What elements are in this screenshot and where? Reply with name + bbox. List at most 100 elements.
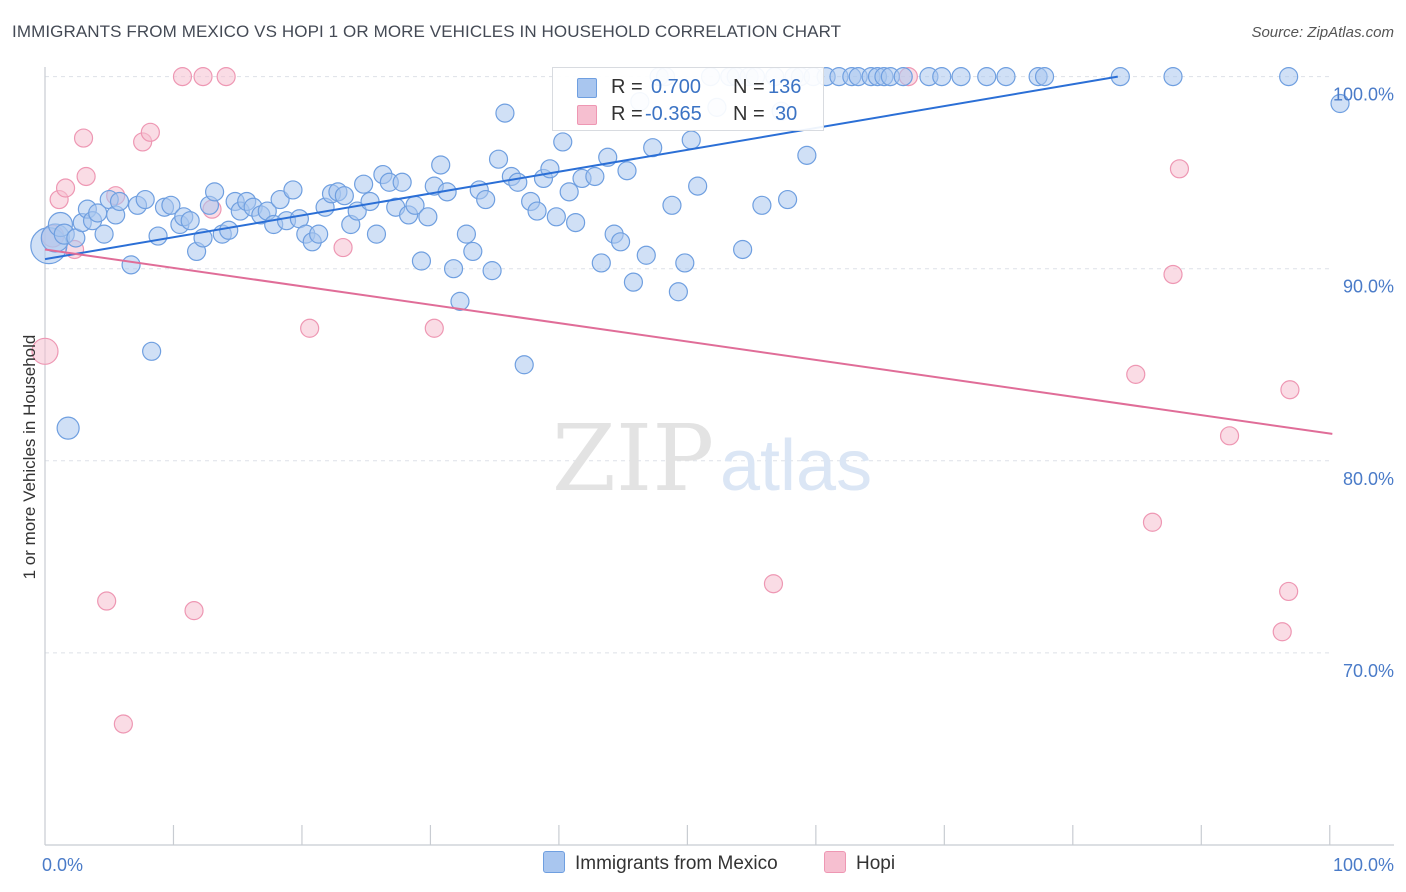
mexico-point	[514, 355, 534, 375]
mexico-point	[180, 211, 200, 231]
mexico-point	[675, 253, 695, 273]
mexico-point	[482, 261, 502, 281]
hopi-point	[1280, 380, 1300, 400]
legend-n-label: N =	[733, 103, 765, 125]
mexico-point	[283, 180, 303, 200]
hopi-point	[1272, 622, 1292, 642]
mexico-point	[668, 282, 688, 302]
legend-r-label: R =	[611, 103, 643, 125]
mexico-point	[121, 255, 141, 275]
mexico-point	[392, 172, 412, 192]
legend-n-value: 30	[775, 103, 798, 125]
legend-swatch-hopi	[577, 105, 597, 125]
axes	[44, 67, 1394, 846]
mexico-point	[366, 224, 387, 244]
mexico-point	[932, 67, 952, 87]
hopi-point	[172, 67, 193, 87]
mexico-point	[1330, 93, 1350, 114]
legend-r-value: 0.700	[651, 76, 702, 98]
mexico-point	[270, 189, 290, 210]
legend-n-value: 136	[768, 76, 802, 98]
stats-legend: R = 0.700 N = 136 R = -0.365 N = 30	[552, 67, 824, 131]
mexico-point	[1279, 67, 1299, 87]
legend-item-hopi: Hopi	[824, 851, 895, 875]
chart-title: IMMIGRANTS FROM MEXICO VS HOPI 1 OR MORE…	[12, 22, 842, 41]
hopi-point	[1163, 264, 1183, 285]
hopi-point	[140, 122, 160, 142]
hopi-point	[333, 237, 353, 258]
y-tick-label: 70.0%	[1343, 661, 1394, 681]
mexico-point	[411, 251, 432, 271]
mexico-point	[681, 130, 701, 150]
hopi-point	[1169, 159, 1190, 179]
hopi-point	[76, 166, 96, 187]
mexico-point	[591, 253, 611, 273]
hopi-point	[55, 178, 76, 198]
mexico-point	[752, 195, 772, 215]
mexico-point	[354, 174, 374, 194]
y-tick-label: 90.0%	[1343, 277, 1394, 297]
mexico-point	[527, 201, 547, 221]
mexico-point	[662, 195, 682, 215]
mexico-point	[443, 259, 464, 279]
legend-row-mexico: R = 0.700 N = 136	[553, 73, 823, 101]
legend-n-label: N =	[733, 76, 765, 98]
hopi-point	[424, 318, 444, 338]
hopi-point	[193, 67, 213, 87]
hopi-point	[1126, 364, 1146, 384]
mexico-point	[688, 176, 708, 196]
mexico-point	[797, 145, 817, 165]
hopi-point	[97, 591, 117, 611]
y-tick-labels: 100.0% 90.0% 80.0% 70.0%	[1333, 85, 1394, 681]
mexico-point	[309, 224, 329, 244]
mexico-point	[456, 224, 477, 244]
hopi-point	[300, 318, 320, 338]
y-tick-label: 100.0%	[1333, 85, 1394, 105]
mexico-point	[585, 166, 605, 187]
mexico-point	[431, 155, 451, 175]
mexico-point	[546, 207, 566, 227]
mexico-point	[450, 291, 470, 311]
mexico-point	[1163, 67, 1183, 87]
hopi-point	[1142, 512, 1163, 532]
watermark-zip: ZIP	[552, 405, 714, 512]
trendlines	[44, 75, 1333, 435]
hopi-point	[184, 601, 204, 621]
mexico-point	[463, 241, 483, 262]
mexico-point	[1034, 67, 1055, 87]
legend-label-mexico: Immigrants from Mexico	[575, 853, 778, 874]
mexico-point	[636, 245, 656, 265]
hopi-point	[1279, 581, 1299, 602]
mexico-point	[733, 239, 753, 260]
y-axis-title: 1 or more Vehicles in Household	[20, 335, 39, 580]
mexico-trendline	[44, 75, 1118, 261]
mexico-point	[893, 67, 913, 87]
mexico-point	[360, 191, 380, 212]
legend-item-mexico: Immigrants from Mexico	[543, 851, 778, 875]
mexico-point	[109, 191, 130, 212]
mexico-point	[996, 67, 1016, 87]
x-tick-labels: 0.0% 100.0%	[42, 855, 1394, 875]
mexico-point	[610, 232, 631, 252]
mexico-point	[148, 226, 168, 246]
mexico-point	[476, 189, 496, 210]
mexico-point	[135, 189, 155, 210]
hopi-point	[1219, 426, 1240, 446]
y-tick-label: 80.0%	[1343, 469, 1394, 489]
legend-r-value: -0.365	[645, 103, 702, 125]
mexico-point	[334, 186, 354, 206]
mexico-point	[617, 161, 637, 181]
mexico-point	[488, 149, 509, 169]
mexico-point	[219, 220, 239, 240]
gridlines	[45, 76, 1329, 654]
mexico-point	[204, 182, 225, 202]
hopi-points	[31, 67, 1300, 734]
mexico-point	[94, 224, 114, 244]
mexico-point	[1110, 67, 1130, 87]
legend-swatch-mexico	[543, 851, 565, 873]
mexico-point	[977, 67, 997, 87]
mexico-point	[951, 67, 971, 87]
mexico-point	[418, 207, 438, 227]
legend-swatch-hopi	[824, 851, 846, 873]
